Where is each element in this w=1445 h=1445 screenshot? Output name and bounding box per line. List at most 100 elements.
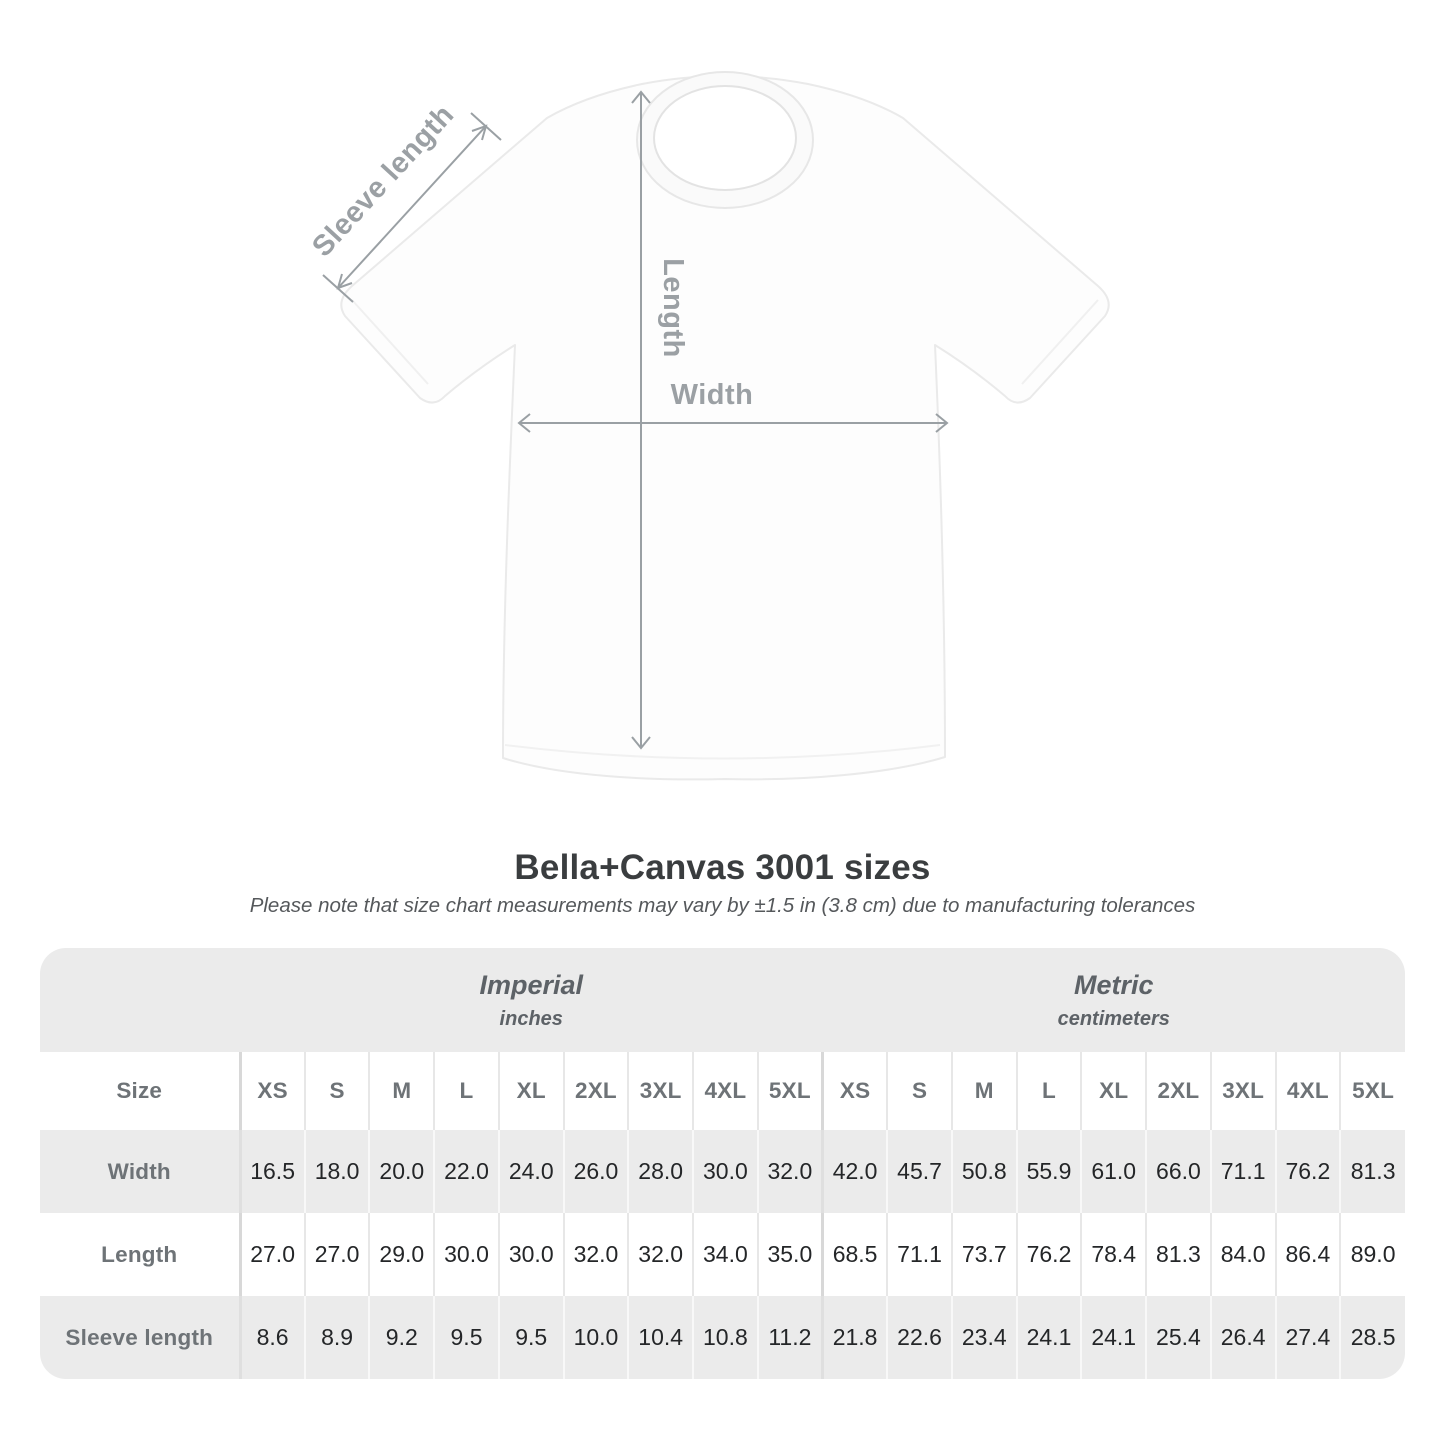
value-cell: 71.1 — [886, 1213, 952, 1296]
value-cell: 81.3 — [1145, 1213, 1211, 1296]
value-cell: 29.0 — [368, 1213, 435, 1296]
size-header-row: Size XS S M L XL 2XL 3XL 4XL 5XL XS S M L XL 2XL 3XL 4XL 5… — [40, 1052, 1405, 1130]
value-cell: 24.1 — [1015, 1296, 1082, 1379]
size-header: XL — [1080, 1052, 1147, 1130]
value-cell: 32.0 — [627, 1213, 694, 1296]
value-cell: 42.0 — [820, 1130, 888, 1213]
value-cell: 32.0 — [756, 1130, 823, 1213]
value-cell: 8.6 — [238, 1296, 305, 1379]
sleeve-length-arrow — [322, 112, 502, 303]
group-name: Imperial — [479, 969, 583, 1000]
value-cell: 23.4 — [950, 1296, 1017, 1379]
value-cell: 27.0 — [238, 1213, 305, 1296]
value-cell: 50.8 — [950, 1130, 1017, 1213]
size-header: L — [1015, 1052, 1082, 1130]
size-header: XL — [497, 1052, 564, 1130]
width-label: Width — [671, 379, 754, 411]
table-row: Length 27.0 27.0 29.0 30.0 30.0 32.0 32.0 34.0 35… — [40, 1213, 1405, 1296]
value-cell: 11.2 — [756, 1296, 823, 1379]
size-table-head: Imperial inches Metric centimeters Size XS S M L… — [40, 948, 1405, 1130]
value-cell: 22.0 — [433, 1130, 499, 1213]
group-unit: inches — [499, 1007, 563, 1030]
value-cell: 32.0 — [562, 1213, 629, 1296]
size-header: 3XL — [627, 1052, 694, 1130]
value-cell: 10.0 — [562, 1296, 629, 1379]
size-header: 4XL — [692, 1052, 758, 1130]
row-label: Length — [101, 1241, 178, 1267]
left-cuff-seam — [351, 299, 429, 385]
table-row: Sleeve length 8.6 8.9 9.2 9.5 9.5 10.0 10.4 10.8… — [40, 1296, 1405, 1379]
tolerance-note: Please note that size chart measurements… — [249, 894, 1196, 917]
value-cell: 27.0 — [303, 1213, 370, 1296]
value-cell: 25.4 — [1145, 1296, 1211, 1379]
size-header: M — [368, 1052, 435, 1130]
size-table-wrap: Imperial inches Metric centimeters Size XS S M L… — [40, 948, 1405, 1379]
hem-seam — [504, 744, 941, 760]
value-cell: 10.8 — [692, 1296, 758, 1379]
value-cell: 30.0 — [433, 1213, 499, 1296]
group-name: Metric — [1073, 969, 1154, 1000]
table-row: Width 16.5 18.0 20.0 22.0 24.0 26.0 28.0 30.0 32.… — [40, 1130, 1405, 1213]
size-header: S — [886, 1052, 952, 1130]
size-header: 3XL — [1209, 1052, 1276, 1130]
value-cell: 30.0 — [692, 1130, 758, 1213]
size-table-body: Width 16.5 18.0 20.0 22.0 24.0 26.0 28.0 30.0 32.… — [40, 1130, 1405, 1379]
band-corner-spacer — [40, 948, 240, 1052]
value-cell: 81.3 — [1339, 1130, 1405, 1213]
page-title: Bella+Canvas 3001 sizes — [514, 848, 931, 887]
group-header-metric: Metric centimeters — [822, 948, 1405, 1052]
value-cell: 30.0 — [497, 1213, 564, 1296]
size-header: M — [950, 1052, 1017, 1130]
size-header: 2XL — [1145, 1052, 1211, 1130]
right-cuff-seam — [1021, 299, 1099, 385]
size-header: XS — [820, 1052, 888, 1130]
value-cell: 76.2 — [1274, 1130, 1341, 1213]
value-cell: 26.0 — [562, 1130, 629, 1213]
value-cell: 84.0 — [1209, 1213, 1276, 1296]
value-cell: 24.0 — [497, 1130, 564, 1213]
tshirt-graphic — [340, 71, 1110, 781]
value-cell: 89.0 — [1339, 1213, 1405, 1296]
value-cell: 21.8 — [820, 1296, 888, 1379]
value-cell: 78.4 — [1080, 1213, 1147, 1296]
value-cell: 18.0 — [303, 1130, 370, 1213]
value-cell: 35.0 — [756, 1213, 823, 1296]
value-cell: 24.1 — [1080, 1296, 1147, 1379]
size-header: 2XL — [562, 1052, 629, 1130]
size-header: 5XL — [1339, 1052, 1405, 1130]
value-cell: 10.4 — [627, 1296, 694, 1379]
value-cell: 86.4 — [1274, 1213, 1341, 1296]
value-cell: 22.6 — [886, 1296, 952, 1379]
value-cell: 28.5 — [1339, 1296, 1405, 1379]
group-header-row: Imperial inches Metric centimeters — [40, 948, 1405, 1052]
size-column-header: Size — [116, 1078, 163, 1103]
value-cell: 8.9 — [303, 1296, 370, 1379]
size-header: 4XL — [1274, 1052, 1341, 1130]
size-diagram: Length Width Sleeve length — [306, 71, 1110, 781]
value-cell: 66.0 — [1145, 1130, 1211, 1213]
value-cell: 26.4 — [1209, 1296, 1276, 1379]
size-header: XS — [238, 1052, 305, 1130]
size-header: 5XL — [756, 1052, 823, 1130]
group-unit: centimeters — [1057, 1007, 1170, 1030]
value-cell: 9.5 — [497, 1296, 564, 1379]
value-cell: 27.4 — [1274, 1296, 1341, 1379]
value-cell: 20.0 — [368, 1130, 435, 1213]
value-cell: 73.7 — [950, 1213, 1017, 1296]
length-label: Length — [657, 258, 689, 358]
length-arrow — [631, 90, 651, 750]
value-cell: 71.1 — [1209, 1130, 1276, 1213]
size-table: Imperial inches Metric centimeters Size XS S M L… — [40, 948, 1405, 1379]
size-header: L — [433, 1052, 499, 1130]
value-cell: 45.7 — [886, 1130, 952, 1213]
width-arrow — [517, 413, 949, 433]
size-header: S — [303, 1052, 370, 1130]
collar-inner — [653, 85, 797, 191]
group-header-imperial: Imperial inches — [240, 948, 822, 1052]
value-cell: 68.5 — [820, 1213, 888, 1296]
row-label: Sleeve length — [65, 1324, 214, 1350]
value-cell: 76.2 — [1015, 1213, 1082, 1296]
value-cell: 28.0 — [627, 1130, 694, 1213]
value-cell: 61.0 — [1080, 1130, 1147, 1213]
value-cell: 16.5 — [238, 1130, 305, 1213]
